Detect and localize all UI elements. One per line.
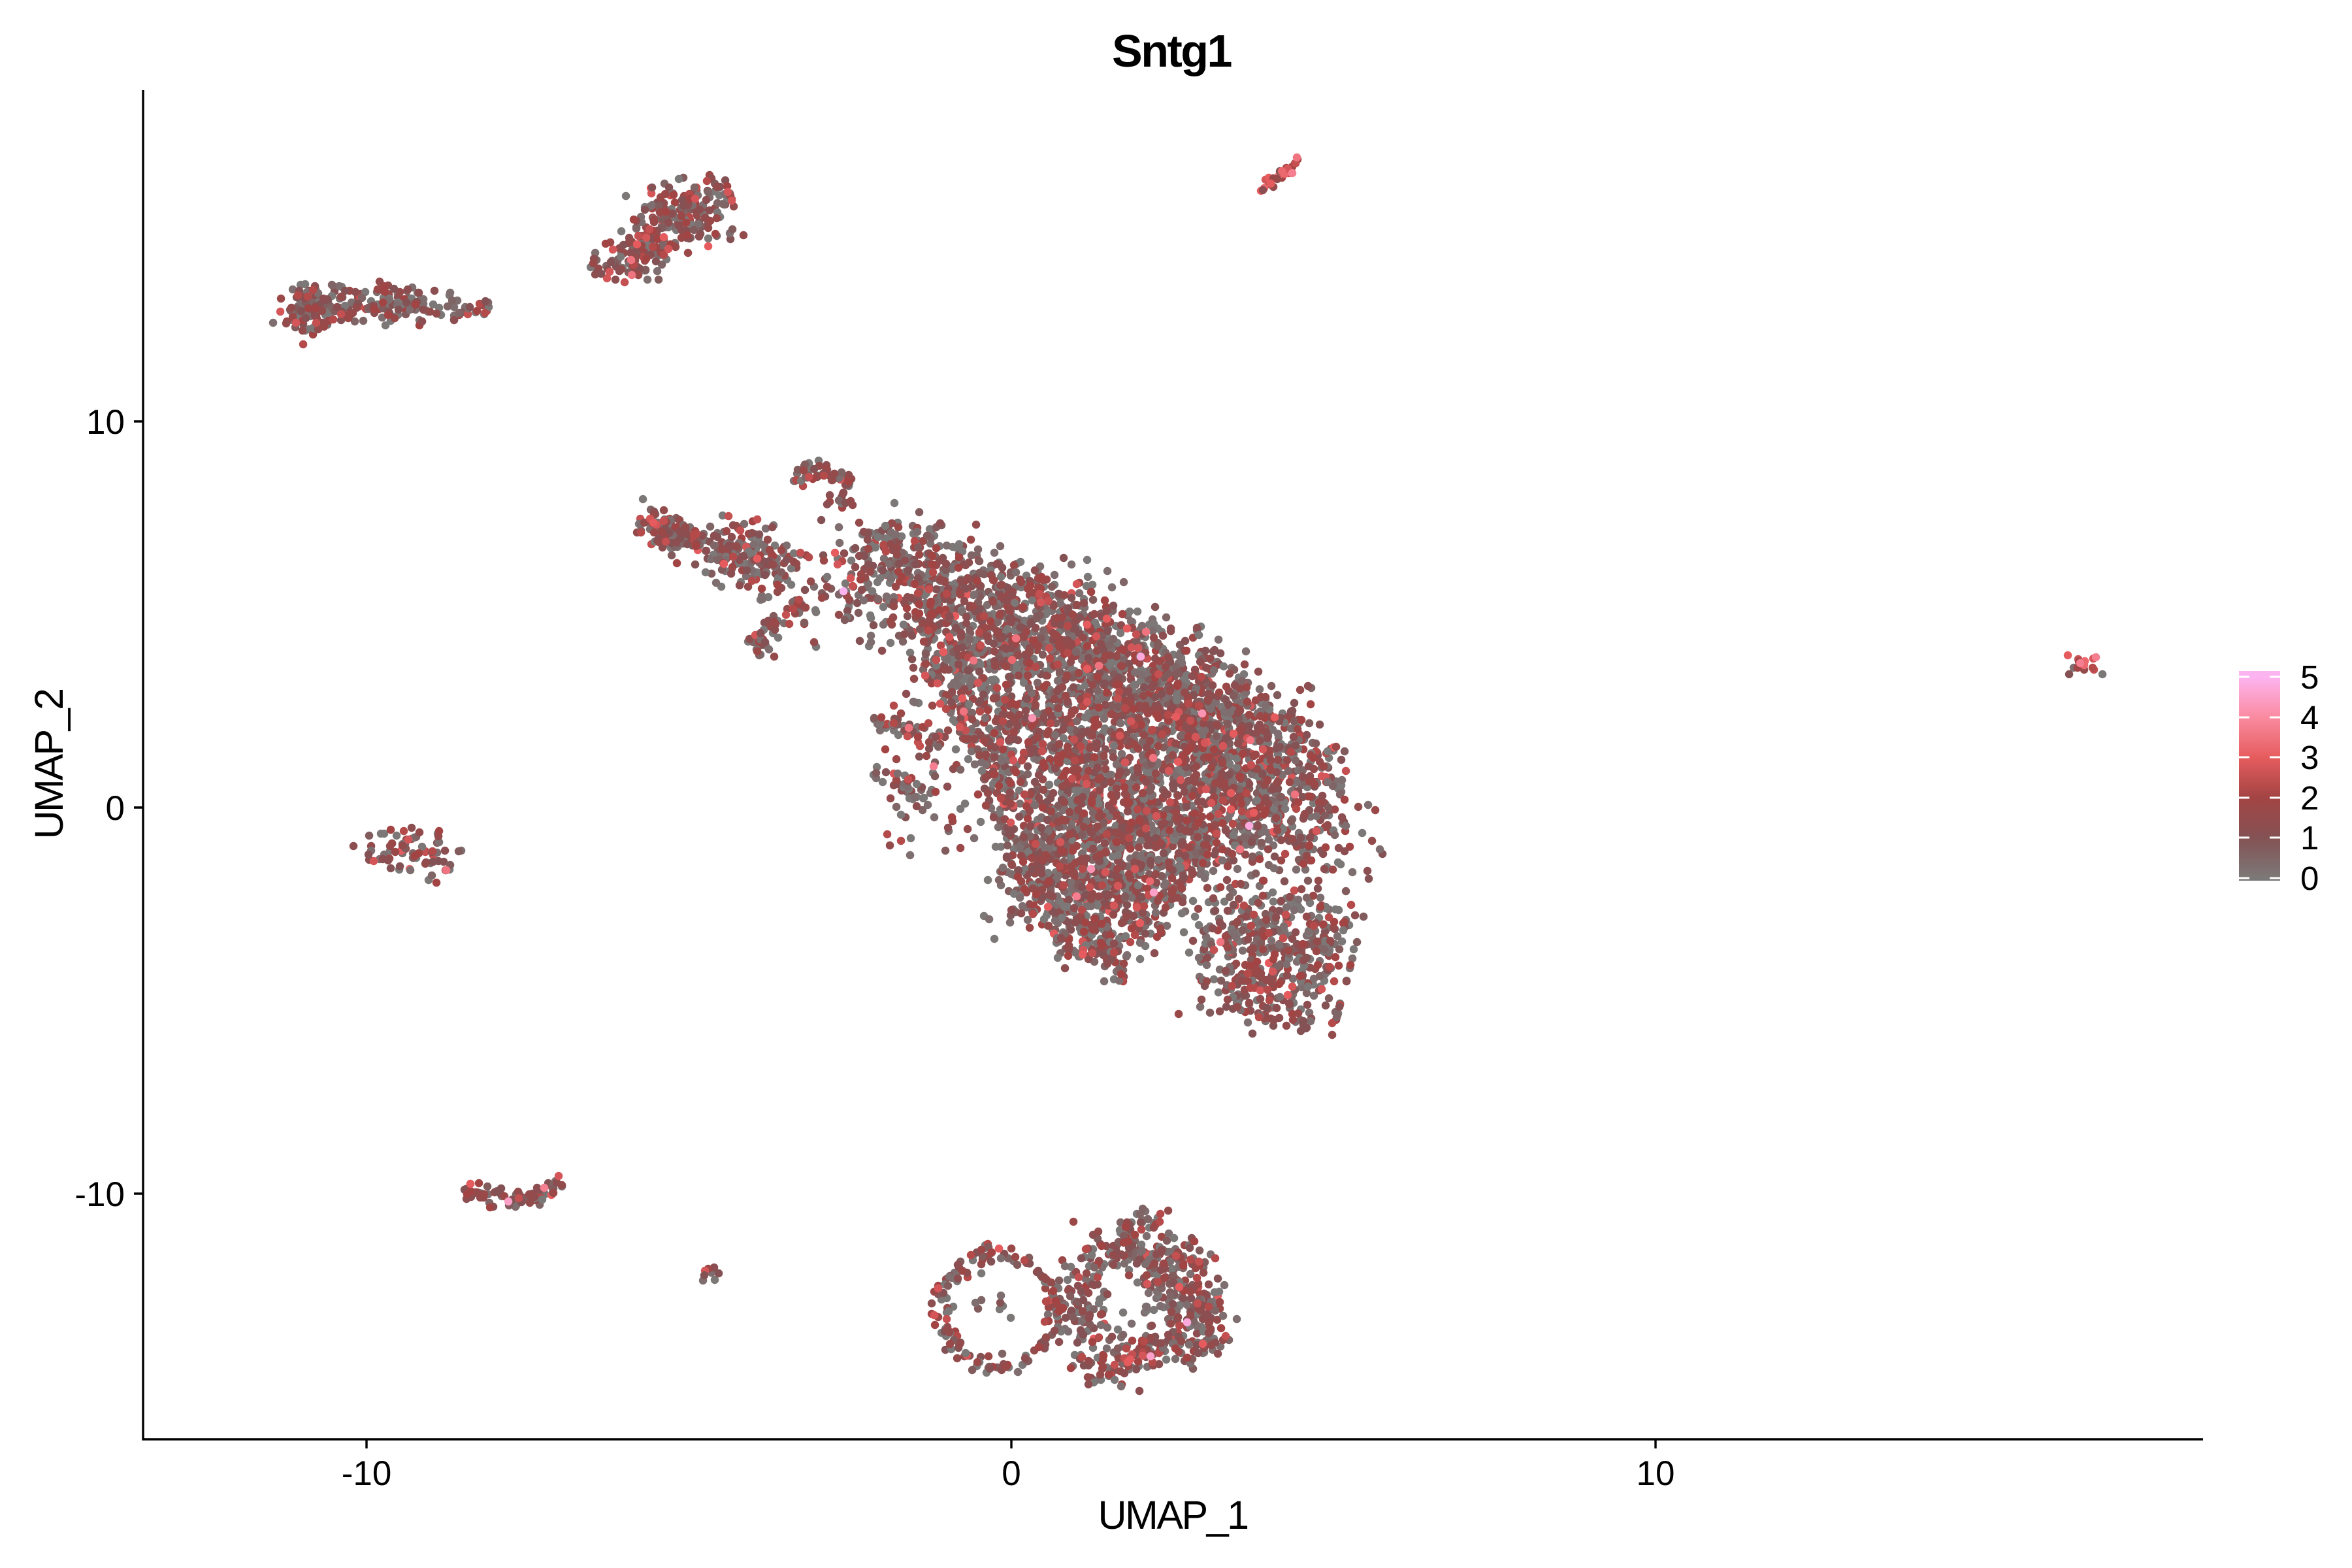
svg-text:0: 0 (1002, 1454, 1021, 1493)
svg-text:2: 2 (2300, 779, 2319, 817)
svg-text:5: 5 (2300, 659, 2319, 696)
svg-text:0: 0 (2300, 860, 2319, 897)
svg-text:Sntg1: Sntg1 (1112, 25, 1232, 76)
svg-text:1: 1 (2300, 819, 2319, 857)
svg-text:UMAP_1: UMAP_1 (1098, 1493, 1247, 1537)
svg-text:4: 4 (2300, 699, 2319, 736)
svg-text:UMAP_2: UMAP_2 (27, 689, 71, 839)
svg-text:10: 10 (86, 403, 125, 442)
svg-text:3: 3 (2300, 739, 2319, 776)
svg-text:-10: -10 (74, 1175, 125, 1214)
svg-text:-10: -10 (342, 1454, 392, 1493)
svg-text:10: 10 (1637, 1454, 1675, 1493)
svg-text:0: 0 (106, 789, 125, 828)
